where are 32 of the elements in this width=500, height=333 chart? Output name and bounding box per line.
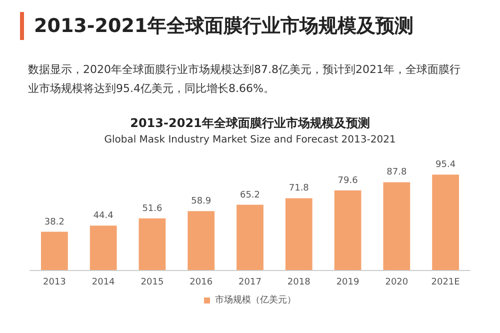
data-label: 87.8	[386, 168, 407, 178]
x-tick-label: 2020	[385, 278, 408, 288]
text: Global Mask Industry Market Size and Forecast 2013-2021	[104, 134, 396, 146]
data-label: 51.6	[142, 204, 163, 214]
bar	[432, 174, 459, 270]
x-tick-label: 2021E	[431, 278, 460, 288]
data-label: 79.6	[338, 176, 358, 186]
data-label: 38.2	[44, 217, 64, 228]
bar	[334, 190, 362, 270]
chart-subtitle: 数据显示，2020年全球面膜行业市场规模达到87.8亿美元，预计到2021年，全球面膜行业市场规模将达到95.4亿美元，同比增长8.66%。	[28, 62, 462, 97]
bar	[285, 198, 312, 270]
data-label: 71.8	[288, 184, 310, 194]
data-label: 58.9	[191, 196, 212, 207]
text: 2013-2021年全球面膜行业市场规模及预测	[130, 116, 370, 130]
x-tick-label: 2014	[92, 278, 116, 288]
data-label: 95.4	[436, 160, 456, 170]
x-tick-label: 2018	[287, 278, 311, 288]
bar	[41, 232, 68, 270]
chart-title: 2013-2021年全球面膜行业市场规模及预测	[34, 14, 414, 39]
x-tick-label: 2013	[42, 278, 66, 288]
x-tick-label: 2016	[190, 278, 213, 288]
bar	[138, 218, 166, 270]
legend-label: 市场规模（亿美元）	[215, 294, 296, 306]
data-label: 44.4	[93, 211, 114, 222]
x-tick-label: 2015	[140, 278, 164, 288]
bar	[188, 211, 215, 270]
data-label: 65.2	[240, 190, 260, 200]
bar	[90, 226, 117, 270]
x-tick-label: 2017	[238, 278, 262, 288]
x-tick-label: 2019	[336, 278, 360, 288]
bar	[236, 204, 264, 270]
bar	[383, 182, 410, 270]
